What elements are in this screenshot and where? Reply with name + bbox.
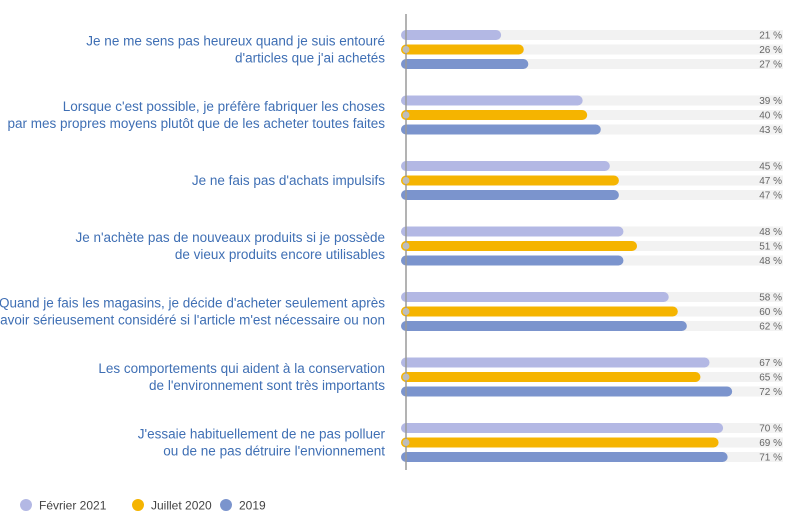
axis-dot	[402, 439, 410, 446]
value-label: 60 %	[759, 307, 782, 318]
axis-dot	[402, 373, 410, 381]
value-label: 39 %	[759, 96, 782, 107]
category-label: ou de ne pas détruire l'envionnement	[163, 444, 385, 459]
bar-juillet-2020	[401, 372, 701, 382]
category-label: de l'environnement sont très importants	[149, 378, 385, 393]
axis-dot	[402, 177, 410, 184]
category-label: Quand je fais les magasins, je décide d'…	[0, 296, 385, 311]
axis-dot	[402, 111, 410, 119]
bar-juillet-2020	[401, 175, 619, 186]
category-label: Je n'achète pas de nouveaux produits si …	[75, 230, 385, 245]
category-label: Je ne me sens pas heureux quand je suis …	[86, 34, 385, 49]
legend: Février 2021 Juillet 2020 2019	[20, 499, 266, 513]
value-label: 45 %	[759, 162, 782, 173]
value-label: 48 %	[759, 256, 782, 267]
category-label: par mes propres moyens plutôt que de les…	[8, 116, 386, 131]
value-label: 48 %	[759, 227, 782, 238]
bar-2019	[401, 321, 687, 331]
legend-swatch	[132, 499, 144, 511]
bar-track	[406, 95, 783, 106]
bar-2019	[401, 386, 733, 397]
bars-layer	[401, 30, 733, 462]
legend-swatch	[20, 499, 32, 511]
legend-label: Février 2021	[39, 499, 107, 513]
value-label: 51 %	[759, 242, 782, 253]
category-label: avoir sérieusement considéré si l'articl…	[0, 313, 385, 328]
bar-track	[406, 44, 783, 55]
category-label: J'essaie habituellement de ne pas pollue…	[138, 427, 386, 442]
value-label: 71 %	[759, 453, 782, 464]
bar-juillet-2020	[401, 110, 588, 120]
value-label: 47 %	[759, 176, 782, 187]
bar-février-2021	[401, 423, 724, 433]
legend-swatch	[220, 499, 232, 511]
bar-février-2021	[401, 357, 710, 368]
category-label: Les comportements qui aident à la conser…	[98, 361, 385, 376]
category-label: d'articles que j'ai achetés	[235, 51, 385, 66]
category-label: Je ne fais pas d'achats impulsifs	[192, 173, 385, 188]
value-label: 70 %	[759, 424, 782, 435]
bar-février-2021	[401, 292, 669, 302]
value-label: 67 %	[759, 358, 782, 369]
value-label: 21 %	[759, 31, 782, 42]
value-label: 72 %	[759, 387, 782, 398]
bar-juillet-2020	[401, 44, 524, 55]
bar-février-2021	[401, 161, 610, 171]
bar-2019	[401, 452, 728, 462]
bar-2019	[401, 124, 601, 135]
axis-layer	[402, 14, 410, 470]
axis-dot	[402, 242, 410, 250]
value-label: 62 %	[759, 322, 782, 333]
bar-2019	[401, 190, 619, 200]
bar-juillet-2020	[401, 241, 638, 251]
bar-track	[406, 59, 783, 69]
legend-label: 2019	[239, 499, 266, 513]
bar-track	[406, 110, 783, 120]
bar-février-2021	[401, 95, 583, 106]
bar-février-2021	[401, 30, 502, 40]
axis-dot	[402, 308, 410, 315]
value-label: 69 %	[759, 438, 782, 449]
value-label: 65 %	[759, 373, 782, 384]
axis-dot	[402, 46, 410, 53]
labels-layer: Je ne me sens pas heureux quand je suis …	[0, 31, 782, 464]
value-label: 27 %	[759, 60, 782, 71]
bar-février-2021	[401, 226, 624, 237]
bar-track	[406, 30, 783, 40]
category-label: Lorsque c'est possible, je préfère fabri…	[63, 99, 386, 114]
value-label: 43 %	[759, 125, 782, 136]
value-label: 40 %	[759, 111, 782, 122]
legend-label: Juillet 2020	[151, 499, 212, 513]
value-label: 47 %	[759, 191, 782, 202]
bar-2019	[401, 59, 529, 69]
bar-juillet-2020	[401, 306, 678, 317]
value-label: 26 %	[759, 45, 782, 56]
category-label: de vieux produits encore utilisables	[175, 247, 385, 262]
bar-2019	[401, 255, 624, 266]
value-label: 58 %	[759, 293, 782, 304]
bar-juillet-2020	[401, 437, 719, 448]
